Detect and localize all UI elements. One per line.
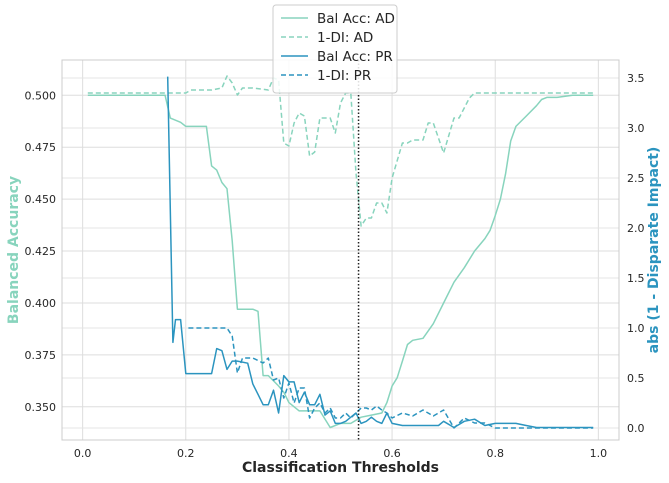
- series-line-1: [87, 75, 594, 227]
- series-line-3: [188, 327, 594, 429]
- y-right-tick-label: 0.0: [627, 422, 645, 435]
- y-left-tick-label: 0.450: [25, 193, 57, 206]
- y-left-axis-title: Balanced Accuracy: [6, 176, 22, 324]
- x-tick-label: 0.4: [280, 447, 298, 460]
- grid: [62, 60, 619, 440]
- y-left-tick-label: 0.400: [25, 297, 57, 310]
- y-left-tick-label: 0.475: [25, 141, 57, 154]
- x-tick-label: 1.0: [590, 447, 608, 460]
- y-right-tick-label: 1.5: [627, 272, 645, 285]
- y-right-tick-label: 3.0: [627, 122, 645, 135]
- legend: Bal Acc: AD 1-DI: AD Bal Acc: PR 1-DI: PR: [272, 4, 398, 94]
- x-tick-label: 0.2: [177, 447, 195, 460]
- y-left-tick-label: 0.350: [25, 401, 57, 414]
- legend-label: Bal Acc: PR: [317, 49, 393, 65]
- series-layer: [87, 75, 594, 429]
- series-line-0: [87, 94, 594, 429]
- y-right-tick-label: 3.5: [627, 72, 645, 85]
- y-right-tick-label: 2.5: [627, 172, 645, 185]
- y-left-tick-label: 0.375: [25, 349, 57, 362]
- x-axis-ticks: 0.0 0.2 0.4 0.6 0.8 1.0: [74, 447, 607, 460]
- y-left-tick-label: 0.500: [25, 89, 57, 102]
- legend-label: 1-DI: AD: [317, 30, 373, 46]
- plot-frame: [61, 59, 620, 441]
- y-right-axis-title: abs (1 - Disparate Impact): [646, 147, 662, 354]
- y-left-axis-ticks: 0.350 0.375 0.400 0.425 0.450 0.475 0.500: [25, 89, 57, 413]
- legend-box: [272, 4, 398, 94]
- y-right-axis-ticks: 0.0 0.5 1.0 1.5 2.0 2.5 3.0 3.5: [627, 72, 645, 435]
- x-axis-title: Classification Thresholds: [242, 460, 439, 476]
- y-right-tick-label: 2.0: [627, 222, 645, 235]
- legend-label: Bal Acc: AD: [317, 11, 395, 27]
- x-tick-label: 0.0: [74, 447, 92, 460]
- x-tick-label: 0.6: [383, 447, 401, 460]
- y-left-tick-label: 0.425: [25, 245, 57, 258]
- y-right-tick-label: 0.5: [627, 372, 645, 385]
- x-tick-label: 0.8: [486, 447, 504, 460]
- series-line-2: [166, 76, 594, 429]
- legend-label: 1-DI: PR: [317, 68, 371, 84]
- y-right-tick-label: 1.0: [627, 322, 645, 335]
